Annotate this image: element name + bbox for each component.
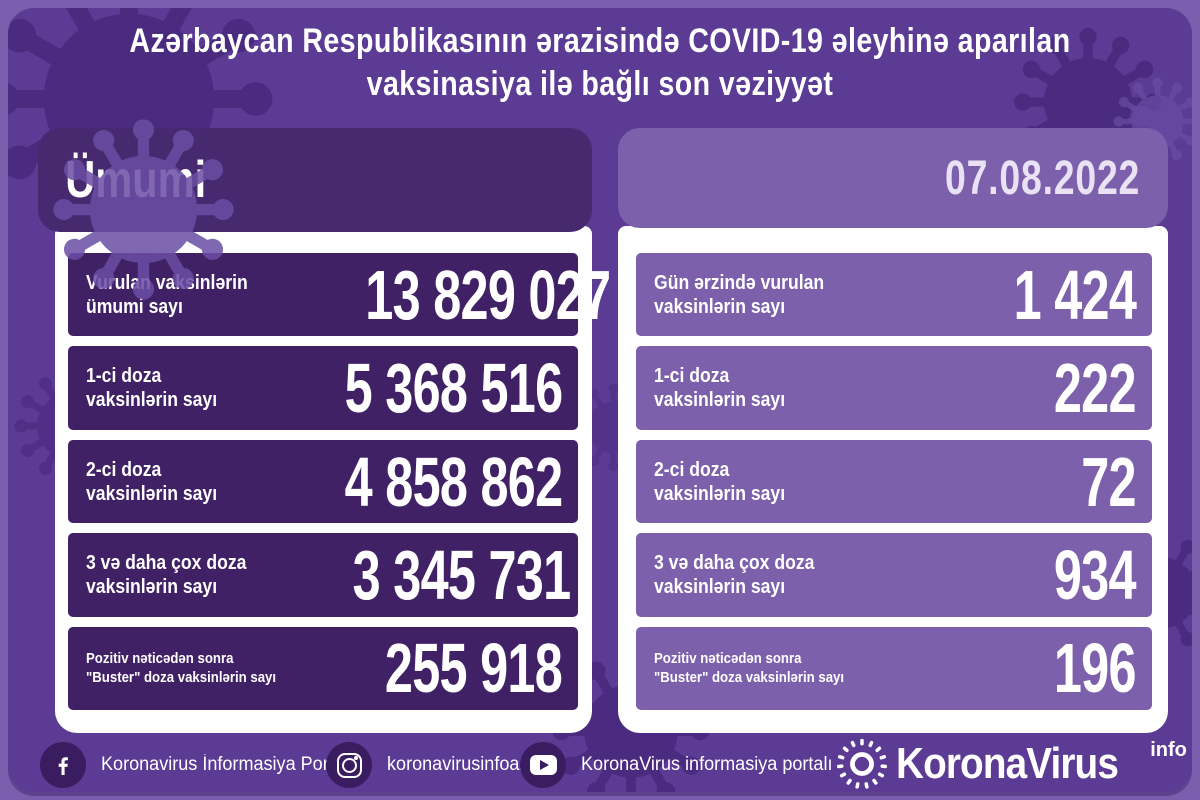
instagram-label[interactable]: koronavirusinfoaz bbox=[387, 754, 529, 775]
stat-value: 196 bbox=[1054, 629, 1137, 708]
stat-value: 255 918 bbox=[384, 629, 563, 708]
stat-label-line1: Pozitiv nəticədən sonra bbox=[654, 650, 802, 668]
stat-row-daily-booster: Pozitiv nəticədən sonra "Buster" doza va… bbox=[636, 626, 1152, 711]
stat-label: Pozitiv nəticədən sonra "Buster" doza va… bbox=[86, 649, 276, 687]
stat-label-line1: 2-ci doza bbox=[654, 458, 730, 481]
daily-stats-rows: Gün ərzində vurulan vaksinlərin sayı 1 4… bbox=[636, 253, 1152, 711]
total-stats-rows: Vurulan vaksinlərin ümumi sayı 13 829 02… bbox=[68, 253, 611, 711]
infographic-card: Azərbaycan Respublikasının ərazisində CO… bbox=[8, 8, 1192, 792]
stat-value: 3 345 731 bbox=[352, 535, 571, 614]
stat-label: Gün ərzində vurulan vaksinlərin sayı bbox=[654, 271, 824, 319]
stat-label-line1: 1-ci doza bbox=[654, 365, 730, 388]
stat-row-total-dose2: 2-ci doza vaksinlərin sayı 4 858 862 bbox=[68, 439, 578, 524]
stat-row-total-booster: Pozitiv nəticədən sonra "Buster" doza va… bbox=[68, 626, 578, 711]
stat-label-line2: vaksinlərin sayı bbox=[86, 482, 218, 505]
stat-row-total-dose3plus: 3 və daha çox doza vaksinlərin sayı 3 34… bbox=[68, 533, 578, 617]
stat-label: 2-ci doza vaksinlərin sayı bbox=[86, 458, 217, 506]
stat-label: 2-ci doza vaksinlərin sayı bbox=[654, 458, 785, 506]
total-panel-title: Ümumi bbox=[65, 151, 207, 209]
stat-label-line2: vaksinlərin sayı bbox=[86, 389, 218, 412]
facebook-icon[interactable] bbox=[40, 742, 86, 788]
page-title-line2: vaksinasiya ilə bağlı son vəziyyət bbox=[366, 65, 834, 103]
stat-row-daily-all: Gün ərzində vurulan vaksinlərin sayı 1 4… bbox=[636, 253, 1152, 337]
stat-label-line2: vaksinlərin sayı bbox=[86, 575, 218, 598]
stat-row-total-dose1: 1-ci doza vaksinlərin sayı 5 368 516 bbox=[68, 346, 578, 430]
koronavirus-logo: KoronaVirus info bbox=[836, 738, 1187, 790]
stat-label-line2: ümumi sayı bbox=[86, 295, 183, 318]
stat-row-daily-dose2: 2-ci doza vaksinlərin sayı 72 bbox=[636, 439, 1152, 524]
instagram-icon[interactable] bbox=[326, 742, 372, 788]
stat-row-daily-dose1: 1-ci doza vaksinlərin sayı 222 bbox=[636, 346, 1152, 430]
instagram-glyph bbox=[336, 752, 362, 778]
youtube-glyph bbox=[529, 755, 557, 775]
stat-value: 5 368 516 bbox=[344, 349, 562, 428]
daily-stats-panel: Gün ərzində vurulan vaksinlərin sayı 1 4… bbox=[618, 226, 1168, 733]
instagram-link[interactable]: koronavirusinfoaz bbox=[326, 742, 536, 788]
total-stats-panel: Vurulan vaksinlərin ümumi sayı 13 829 02… bbox=[55, 226, 611, 733]
stat-value: 4 858 862 bbox=[344, 442, 562, 521]
stat-value: 1 424 bbox=[1013, 255, 1136, 334]
stat-label-line2: "Buster" doza vaksinlərin sayı bbox=[654, 669, 845, 687]
stat-label-line1: 2-ci doza bbox=[86, 458, 162, 481]
stat-label: 3 və daha çox doza vaksinlərin sayı bbox=[86, 551, 246, 599]
stat-label: Vurulan vaksinlərin ümumi sayı bbox=[86, 271, 248, 319]
stat-label-line1: Gün ərzində vurulan bbox=[654, 271, 825, 294]
stat-value: 72 bbox=[1081, 442, 1136, 521]
page-title: Azərbaycan Respublikasının ərazisində CO… bbox=[8, 20, 1192, 106]
total-panel-header: Ümumi bbox=[38, 128, 592, 232]
stat-value: 13 829 027 bbox=[365, 255, 611, 334]
stat-label-line2: vaksinlərin sayı bbox=[654, 389, 786, 412]
stat-value: 222 bbox=[1054, 349, 1137, 428]
koronavirus-logo-icon bbox=[836, 738, 888, 789]
stat-row-total-all: Vurulan vaksinlərin ümumi sayı 13 829 02… bbox=[68, 253, 611, 337]
youtube-label[interactable]: KoronaVirus informasiya portalı bbox=[581, 754, 833, 775]
stat-label-line2: vaksinlərin sayı bbox=[654, 575, 786, 598]
brand-name: KoronaVirus bbox=[896, 739, 1119, 788]
stat-label-line2: vaksinlərin sayı bbox=[654, 295, 786, 318]
stat-label: 1-ci doza vaksinlərin sayı bbox=[86, 364, 217, 412]
stat-label: 3 və daha çox doza vaksinlərin sayı bbox=[654, 551, 814, 599]
stat-value: 934 bbox=[1054, 535, 1137, 614]
stat-label-line1: Pozitiv nəticədən sonra bbox=[86, 650, 234, 668]
report-date: 07.08.2022 bbox=[944, 151, 1140, 205]
brand-suffix: info bbox=[1150, 739, 1187, 761]
stat-label-line1: 3 və daha çox doza bbox=[86, 551, 247, 574]
youtube-icon[interactable] bbox=[520, 742, 566, 788]
stat-label-line1: Vurulan vaksinlərin bbox=[86, 271, 248, 294]
facebook-label[interactable]: Koronavirus İnformasiya Portalı bbox=[101, 754, 353, 775]
stat-row-daily-dose3plus: 3 və daha çox doza vaksinlərin sayı 934 bbox=[636, 533, 1152, 617]
stat-label-line2: "Buster" doza vaksinlərin sayı bbox=[86, 669, 277, 687]
stat-label-line1: 1-ci doza bbox=[86, 365, 162, 388]
youtube-link[interactable]: KoronaVirus informasiya portalı bbox=[520, 742, 846, 788]
daily-panel-header: 07.08.2022 bbox=[618, 128, 1168, 228]
facebook-link[interactable]: Koronavirus İnformasiya Portalı bbox=[40, 742, 366, 788]
stat-label-line2: vaksinlərin sayı bbox=[654, 482, 786, 505]
stat-label: 1-ci doza vaksinlərin sayı bbox=[654, 364, 785, 412]
page-title-line1: Azərbaycan Respublikasının ərazisində CO… bbox=[129, 22, 1071, 60]
stat-label-line1: 3 və daha çox doza bbox=[654, 551, 815, 574]
stat-label: Pozitiv nəticədən sonra "Buster" doza va… bbox=[654, 649, 844, 687]
